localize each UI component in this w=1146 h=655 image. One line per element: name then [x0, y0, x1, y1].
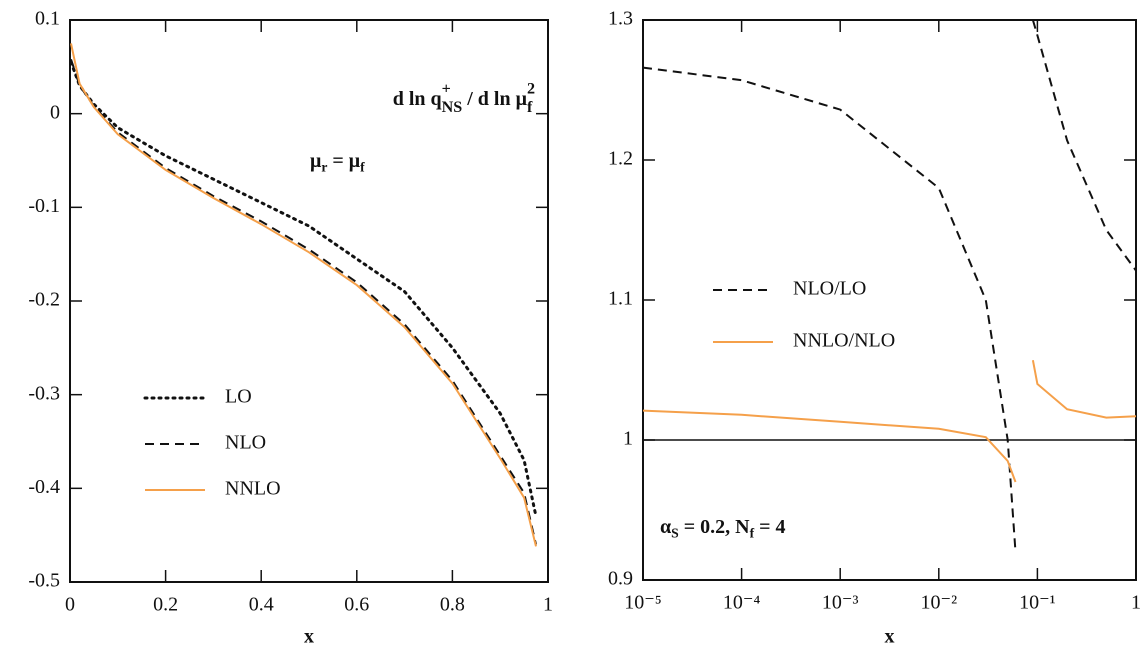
x-tick-label: 10⁻⁵: [624, 592, 662, 614]
annotation-part: μ: [310, 150, 322, 172]
panel: 1.3 1.2 1.1 1 0.910⁻⁵ 10⁻⁴ 10⁻³ 10⁻² 10⁻¹ 1 x NLO/L…: [608, 8, 1141, 648]
y-tick-label: 0.1: [35, 8, 60, 30]
x-tick-label: 0.4: [249, 594, 274, 616]
x-axis-label: x: [885, 626, 895, 648]
series-line: [70, 43, 537, 547]
y-tick-label: -0.1: [28, 195, 60, 217]
y-tick-label: 1.2: [608, 148, 633, 170]
x-tick-label: 10⁻⁴: [723, 592, 761, 614]
y-tick-label: -0.4: [28, 476, 60, 498]
x-tick-label: 10⁻¹: [1019, 592, 1056, 614]
x-tick-label: 0.2: [153, 594, 178, 616]
x-tick-label: 1: [1131, 592, 1141, 614]
legend-label: NNLO: [225, 478, 281, 500]
y-tick-label: -0.3: [28, 382, 60, 404]
x-tick-label: 0.6: [344, 594, 369, 616]
annotation-part: f: [360, 160, 365, 175]
annotation-part: = 4: [754, 516, 785, 538]
annotation-part: 2: [527, 80, 535, 97]
y-tick-label: -0.2: [28, 289, 60, 311]
annotation-part: NS: [442, 99, 463, 116]
panel: 0.10-0.1-0.2-0.3-0.4-0.50 0.2 0.4 0.6 0.8 1xL…: [28, 8, 553, 648]
y-tick-label: 1: [623, 428, 633, 450]
x-tick-label: 0: [65, 594, 75, 616]
annotation-part: +: [442, 80, 451, 97]
series-line: [643, 360, 1136, 483]
series-line: [70, 58, 537, 545]
annotation-part: r: [321, 160, 327, 175]
annotation-part: = 0.2, N: [679, 516, 750, 538]
annotation-part: S: [671, 526, 679, 541]
x-tick-label: 10⁻³: [822, 592, 859, 614]
annotation-part: f: [527, 99, 533, 116]
y-tick-label: 1.1: [608, 288, 633, 310]
legend-label: NLO/LO: [793, 278, 866, 300]
annotation-part: / d ln μ: [462, 88, 527, 110]
annotation-part: α: [660, 516, 671, 538]
annotation-part: = μ: [327, 150, 360, 172]
y-tick-label: 1.3: [608, 8, 633, 30]
x-tick-label: 10⁻²: [921, 592, 958, 614]
series-line: [70, 60, 538, 518]
y-tick-label: 0.9: [608, 568, 633, 590]
y-tick-label: 0: [50, 101, 60, 123]
annotation-part: f: [750, 526, 755, 541]
legend-label: NLO: [225, 432, 266, 454]
legend-label: LO: [225, 386, 252, 408]
plot-frame: [642, 19, 1137, 581]
x-tick-label: 1: [543, 594, 553, 616]
annotation: αS = 0.2, Nf = 4: [660, 516, 786, 541]
y-tick-label: -0.5: [28, 570, 60, 592]
annotation: d ln q+ NS / d ln μ2 f: [393, 80, 535, 115]
x-axis-label: x: [304, 626, 314, 648]
legend-label: NNLO/NLO: [793, 330, 895, 352]
x-tick-label: 0.8: [440, 594, 465, 616]
series-line: [643, 20, 1136, 553]
annotation-part: d ln q: [393, 88, 442, 110]
annotation: μr = μf: [310, 150, 365, 175]
